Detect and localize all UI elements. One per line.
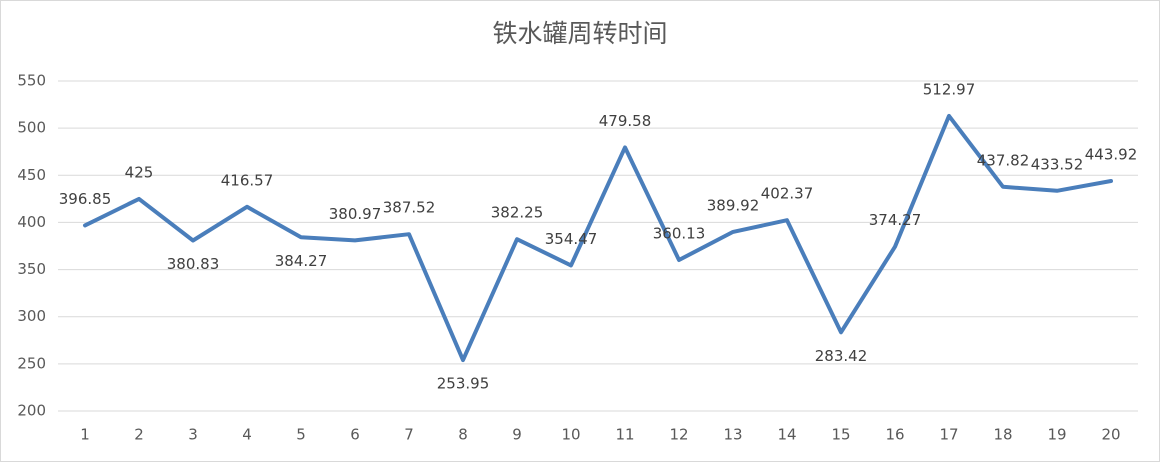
data-label: 425 <box>125 163 154 181</box>
x-tick-label: 5 <box>296 426 306 444</box>
x-tick-label: 10 <box>561 426 580 444</box>
y-tick-label: 350 <box>17 260 46 278</box>
data-label: 380.83 <box>167 255 220 273</box>
x-tick-label: 12 <box>669 426 688 444</box>
data-label: 380.97 <box>329 205 382 223</box>
data-label: 389.92 <box>707 196 760 214</box>
data-label: 382.25 <box>491 204 544 222</box>
x-tick-label: 16 <box>885 426 904 444</box>
x-tick-label: 13 <box>723 426 742 444</box>
y-tick-label: 250 <box>17 354 46 372</box>
y-tick-label: 300 <box>17 307 46 325</box>
data-label: 512.97 <box>923 80 976 98</box>
data-label: 479.58 <box>599 112 652 130</box>
x-tick-label: 6 <box>350 426 360 444</box>
x-tick-label: 9 <box>512 426 522 444</box>
data-label: 433.52 <box>1031 155 1084 173</box>
data-line <box>83 113 1113 363</box>
y-tick-label: 500 <box>17 119 46 137</box>
data-label: 416.57 <box>221 171 274 189</box>
x-tick-label: 19 <box>1047 426 1066 444</box>
y-tick-label: 400 <box>17 213 46 231</box>
y-tick-label: 200 <box>17 402 46 420</box>
x-tick-label: 20 <box>1101 426 1120 444</box>
y-tick-label: 550 <box>17 72 46 90</box>
data-label: 253.95 <box>437 375 490 393</box>
x-tick-label: 15 <box>831 426 850 444</box>
x-tick-label: 7 <box>404 426 414 444</box>
x-tick-label: 2 <box>134 426 144 444</box>
data-label: 283.42 <box>815 347 868 365</box>
data-label: 374.27 <box>869 211 922 229</box>
chart-title: 铁水罐周转时间 <box>492 19 667 48</box>
y-tick-label: 450 <box>17 166 46 184</box>
x-tick-label: 17 <box>939 426 958 444</box>
data-label: 360.13 <box>653 225 706 243</box>
data-label: 396.85 <box>59 190 112 208</box>
x-tick-label: 1 <box>80 426 90 444</box>
data-label: 443.92 <box>1085 146 1138 164</box>
data-label: 354.47 <box>545 230 598 248</box>
x-tick-label: 11 <box>615 426 634 444</box>
x-tick-label: 14 <box>777 426 796 444</box>
data-label: 387.52 <box>383 199 436 217</box>
x-tick-label: 4 <box>242 426 252 444</box>
data-label: 437.82 <box>977 151 1030 169</box>
data-label: 384.27 <box>275 252 328 270</box>
data-label: 402.37 <box>761 185 814 203</box>
x-tick-label: 3 <box>188 426 198 444</box>
x-tick-label: 8 <box>458 426 468 444</box>
x-tick-label: 18 <box>993 426 1012 444</box>
